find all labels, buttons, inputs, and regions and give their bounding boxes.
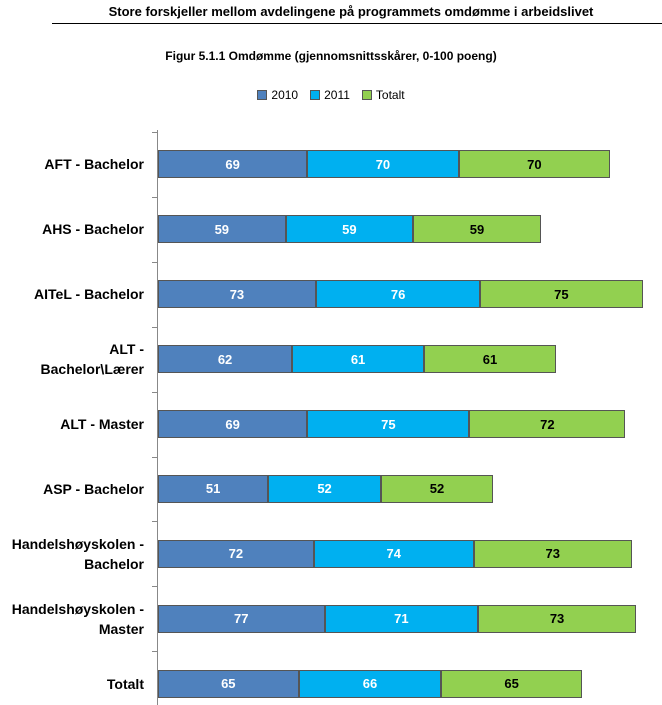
data-label: 59 <box>342 221 357 237</box>
category-label: ALT - Bachelor\Lærer <box>40 341 144 378</box>
category-label: AFT - Bachelor <box>44 156 144 173</box>
data-label: 72 <box>540 416 555 432</box>
data-label: 59 <box>469 221 485 237</box>
bar-segment: 66 <box>298 669 442 698</box>
data-label: 70 <box>375 156 391 172</box>
legend-label: 2011 <box>324 88 350 102</box>
bar-segment: 51 <box>158 474 269 503</box>
legend-swatch <box>361 90 372 100</box>
data-label: 76 <box>390 286 406 302</box>
y-axis-tick <box>152 391 157 393</box>
bar-segment: 73 <box>478 604 636 633</box>
bar-segment: 65 <box>441 669 582 698</box>
y-axis-tick <box>152 456 157 458</box>
bar-segment: 71 <box>324 604 479 633</box>
bar-segment: 52 <box>268 474 381 503</box>
legend-swatch <box>257 90 268 100</box>
bar-segment: 75 <box>307 410 470 439</box>
data-label: 61 <box>350 351 366 367</box>
category-label: Totalt <box>106 675 144 692</box>
bar-segment: 52 <box>380 474 494 503</box>
bar-segment: 69 <box>158 150 308 179</box>
category-label: Handelshøyskolen - Bachelor <box>11 535 144 572</box>
category-label: ALT - Master <box>60 416 144 433</box>
legend-label: Totalt <box>375 88 405 102</box>
legend: 2010 2011 Totalt <box>0 88 662 102</box>
data-label: 61 <box>482 351 498 367</box>
bar-segment: 61 <box>424 345 556 374</box>
bar-segment: 77 <box>158 604 325 633</box>
legend-item: Totalt <box>361 88 405 102</box>
data-label: 71 <box>394 611 409 627</box>
category-label: AITeL - Bachelor <box>34 286 144 303</box>
chart-title: Store forskjeller mellom avdelingene på … <box>108 4 594 19</box>
bar-segment: 69 <box>158 410 308 439</box>
data-label: 75 <box>554 286 569 302</box>
bar-segment: 76 <box>315 280 481 309</box>
data-label: 66 <box>362 676 378 692</box>
y-axis-tick <box>152 132 157 133</box>
bar-segment: 59 <box>285 215 414 244</box>
data-label: 73 <box>545 546 560 562</box>
bar-segment: 73 <box>158 280 316 309</box>
chart-subtitle: Figur 5.1.1 Omdømme (gjennomsnittsskårer… <box>165 49 497 63</box>
legend-swatch <box>310 90 321 100</box>
data-label: 62 <box>217 351 233 367</box>
bar-segment: 75 <box>480 280 643 309</box>
data-label: 75 <box>381 416 396 432</box>
bar-segment: 72 <box>158 539 314 568</box>
y-axis-tick <box>152 261 157 263</box>
bar-segment: 62 <box>158 345 293 374</box>
data-label: 65 <box>504 676 519 692</box>
y-axis-tick <box>152 326 157 328</box>
bar-segment: 61 <box>292 345 425 374</box>
data-label: 59 <box>214 221 230 237</box>
data-label: 77 <box>234 611 249 627</box>
bar-segment: 72 <box>469 410 626 439</box>
legend-label: 2010 <box>271 88 299 102</box>
data-label: 52 <box>429 481 445 497</box>
data-label: 73 <box>229 286 245 302</box>
category-label: Handelshøyskolen - Master <box>11 600 144 637</box>
data-label: 74 <box>386 546 401 562</box>
y-axis-tick <box>152 586 157 588</box>
y-axis-tick <box>152 196 157 198</box>
data-label: 73 <box>549 611 565 627</box>
data-label: 52 <box>317 481 332 497</box>
bar-segment: 59 <box>158 215 286 244</box>
category-label: ASP - Bachelor <box>43 480 144 497</box>
y-axis-tick <box>152 651 157 653</box>
bar-segment: 70 <box>458 150 611 179</box>
data-label: 65 <box>221 676 236 692</box>
bar-segment: 73 <box>473 539 632 568</box>
data-label: 69 <box>225 416 240 432</box>
data-label: 72 <box>228 546 244 562</box>
y-axis-tick <box>152 521 157 523</box>
bar-segment: 59 <box>413 215 541 244</box>
data-label: 70 <box>527 156 542 172</box>
data-label: 69 <box>225 156 240 172</box>
y-axis-line <box>157 130 158 705</box>
legend-item: 2010 <box>257 88 298 102</box>
category-label: AHS - Bachelor <box>42 221 144 238</box>
title-rule <box>52 23 662 24</box>
legend-item: 2011 <box>310 88 350 102</box>
bar-segment: 65 <box>158 669 299 698</box>
bar-segment: 74 <box>313 539 474 568</box>
data-label: 51 <box>205 481 221 497</box>
bar-segment: 70 <box>307 150 459 179</box>
